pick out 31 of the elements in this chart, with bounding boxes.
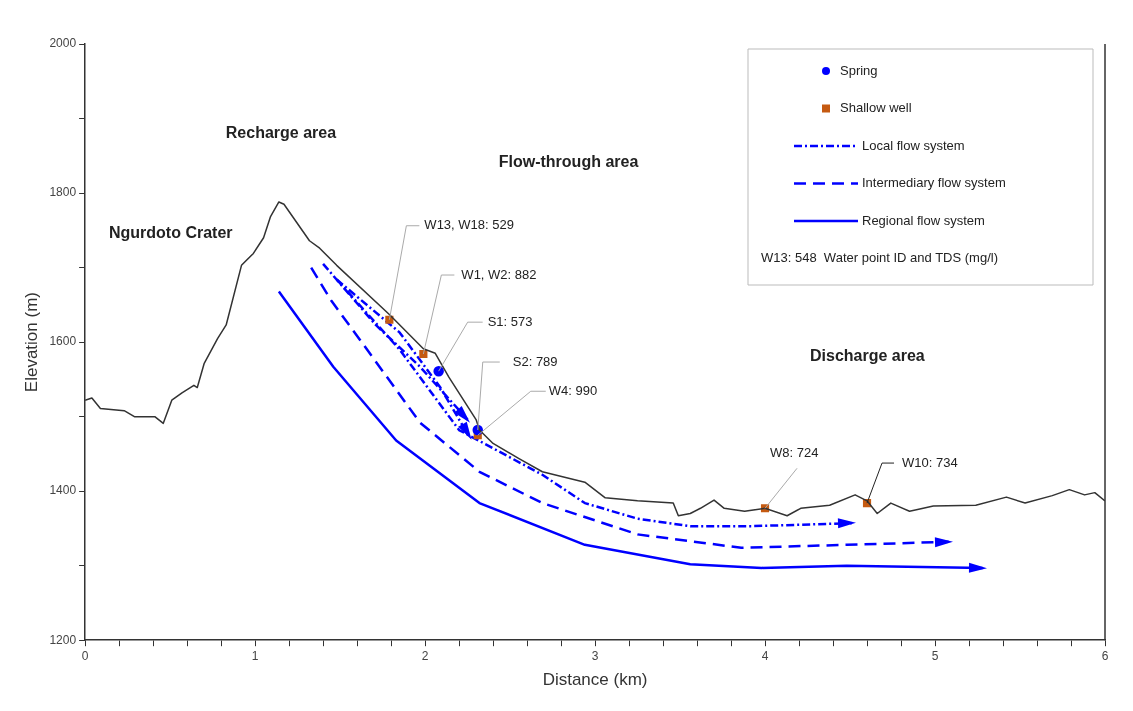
legend-label: Regional flow system [862,212,985,228]
legend-title: W13: 548 Water point ID and TDS (mg/l) [761,250,998,266]
annotation: Recharge area [225,124,337,142]
x-tick-label: 1 [251,648,259,663]
annotation: Ngurdoto Crater [108,224,233,241]
x-tick-label: 6 [1101,648,1109,663]
annotation: S2: 789 [512,353,558,369]
annotation: W13, W18: 529 [424,217,514,233]
legend-label: Spring [840,62,878,78]
x-tick-label: 3 [591,648,599,663]
y-tick-label: 1600 [49,334,77,349]
annotation: W1, W2: 882 [461,266,537,282]
legend-label: Local flow system [862,137,965,153]
y-axis-title: Elevation (m) [21,292,41,393]
annotation: Flow-through area [498,153,639,171]
legend-label: Intermediary flow system [862,175,1006,191]
y-tick-label: 1800 [49,185,77,200]
annotation: W10: 734 [902,454,958,470]
annotation: Discharge area [809,346,925,364]
annotation: W8: 724 [770,444,819,460]
annotation: S1: 573 [487,313,533,329]
annotation: W4: 990 [548,382,598,398]
x-tick-label: 0 [81,648,89,663]
y-tick-label: 1200 [49,632,77,647]
x-tick-label: 2 [421,648,429,663]
y-tick-label: 1400 [49,483,77,498]
x-tick-label: 4 [761,648,769,663]
x-tick-label: 5 [931,648,939,663]
legend-label: Shallow well [840,100,912,116]
y-tick-label: 2000 [49,36,77,51]
x-axis-title: Distance (km) [542,670,648,690]
